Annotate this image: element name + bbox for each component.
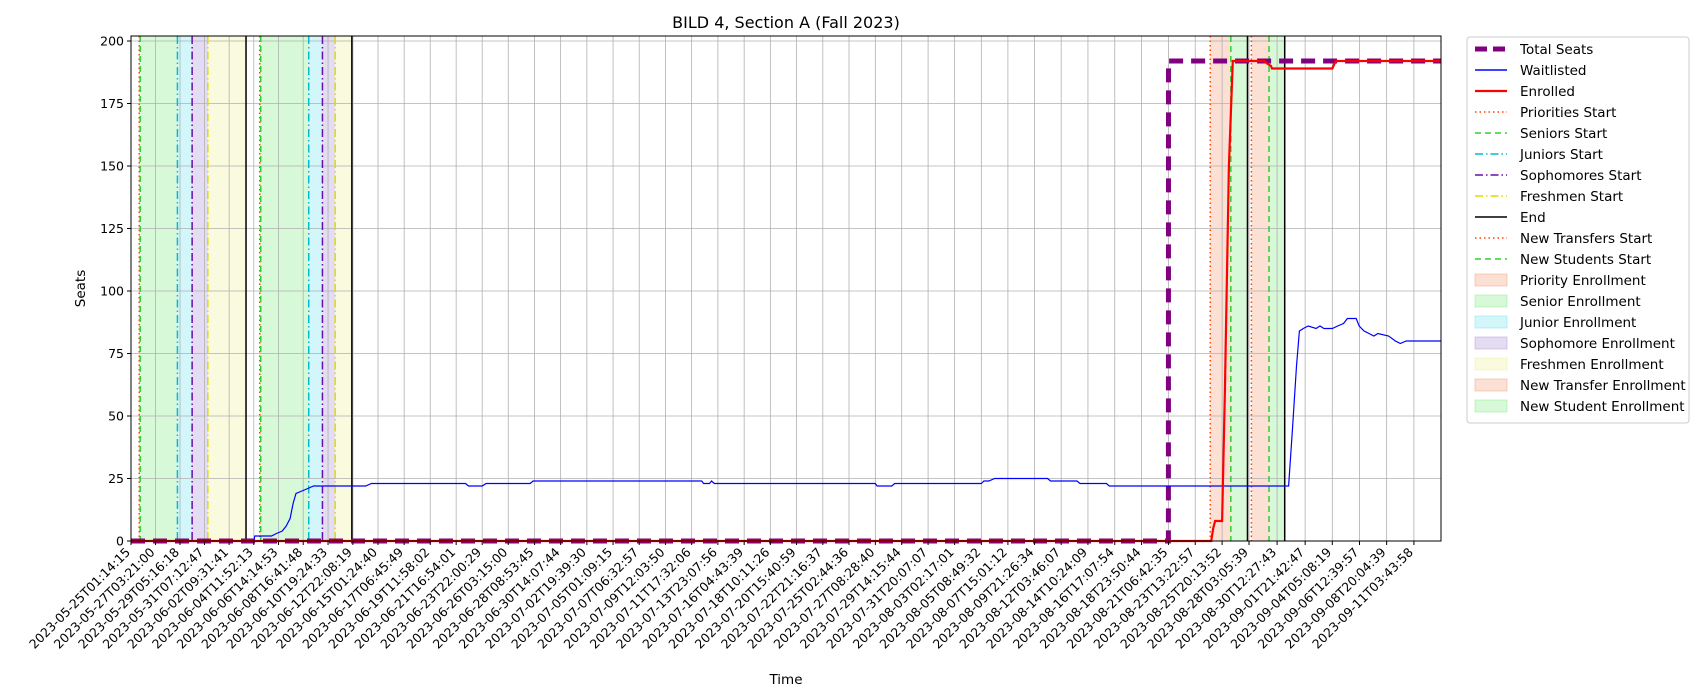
grid-lines [130,36,1441,542]
enrollment-spans [139,36,1285,541]
span-junior-enrollment [177,36,193,541]
span-junior-enrollment [308,36,323,541]
chart-legend: Total Seats Waitlisted Enrolled Priorities … [1466,36,1690,424]
y-axis-ticks: 0 25 50 75 100 125 150 175 200 [100,34,131,549]
legend-label-seniors-start: Seniors Start [1520,126,1607,142]
legend-label-senior-enrollment: Senior Enrollment [1520,294,1641,310]
legend-label-juniors-start: Juniors Start [1519,147,1603,163]
span-new-transfer-enrollment [1251,36,1270,541]
legend-swatch-sophomore-enrollment [1474,336,1508,350]
plot-frame [130,35,1442,542]
legend-label-end: End [1520,210,1546,226]
legend-label-sophomore-enrollment: Sophomore Enrollment [1520,336,1675,352]
chart-title: BILD 4, Section A (Fall 2023) [672,13,900,32]
legend-swatch-new-student-enrollment [1474,399,1508,413]
y-axis-label: Seats [73,270,89,307]
span-sophomore-enrollment [322,36,336,541]
legend-label-new-student-enrollment: New Student Enrollment [1520,399,1685,415]
legend-label-freshmen-start: Freshmen Start [1520,189,1623,205]
legend-swatch-new-transfer-enrollment [1474,378,1508,392]
legend-swatch-junior-enrollment [1474,315,1508,329]
phase-markers [138,36,1286,541]
legend-label-priority-enrollment: Priority Enrollment [1520,273,1646,289]
legend-swatch-senior-enrollment [1474,294,1508,308]
legend-label-junior-enrollment: Junior Enrollment [1519,315,1636,331]
series-waitlisted [253,317,1441,542]
y-tick-label: 175 [100,96,124,111]
legend-swatch-priority-enrollment [1474,273,1508,287]
series-enrolled [131,59,1441,543]
y-tick-label: 75 [108,346,124,361]
y-tick-label: 25 [108,471,124,486]
x-axis-ticks: 2023-05-25T01:14:152023-05-27T03:21:0020… [26,541,1416,652]
y-tick-label: 100 [100,284,124,299]
legend-label-enrolled: Enrolled [1520,84,1575,100]
span-freshmen-enrollment [335,36,352,541]
span-priority-enrollment [1210,36,1231,541]
y-tick-label: 125 [100,221,124,236]
legend-box [1466,36,1690,424]
y-tick-label: 0 [116,534,124,549]
legend-label-priorities-start: Priorities Start [1520,105,1616,121]
span-freshmen-enrollment [207,36,247,541]
legend-label-freshmen-enrollment: Freshmen Enrollment [1520,357,1664,373]
span-senior-enrollment [1230,36,1248,541]
legend-label-sophomores-start: Sophomores Start [1520,168,1642,184]
legend-label-waitlisted: Waitlisted [1520,63,1587,79]
y-tick-label: 50 [108,409,124,424]
x-axis-label: Time [768,672,802,688]
legend-label-new-transfer-enrollment: New Transfer Enrollment [1520,378,1686,394]
legend-swatch-freshmen-enrollment [1474,357,1508,371]
legend-label-total-seats: Total Seats [1519,42,1593,58]
span-senior-enrollment [140,36,178,541]
legend-label-new-transfers-start: New Transfers Start [1520,231,1652,247]
y-tick-label: 200 [100,34,124,49]
span-senior-enrollment [260,36,309,541]
legend-label-new-students-start: New Students Start [1520,252,1651,268]
span-sophomore-enrollment [192,36,208,541]
y-tick-label: 150 [100,159,124,174]
